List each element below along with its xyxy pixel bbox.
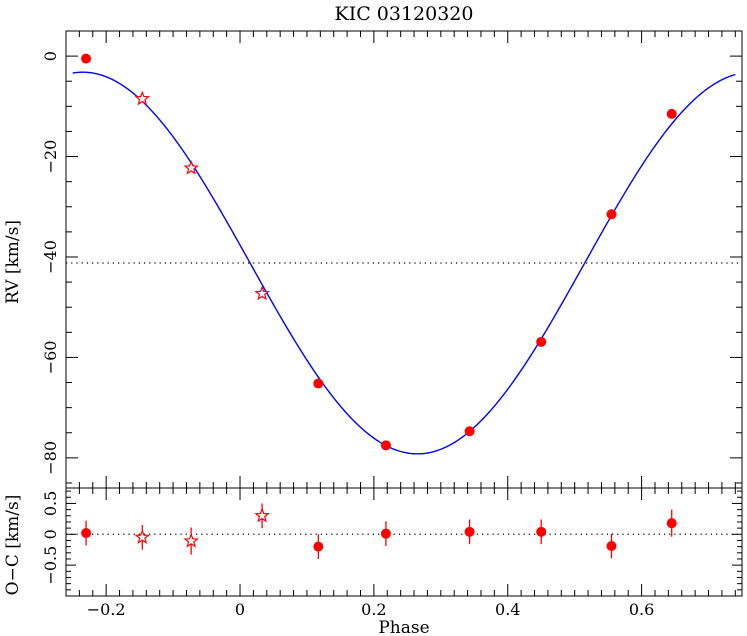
rv-point-circle bbox=[606, 209, 617, 220]
rv-point-star bbox=[134, 90, 151, 106]
oc-x-tick-label: 0.4 bbox=[495, 600, 520, 619]
oc-y-tick-label: 0 bbox=[41, 529, 60, 539]
oc-x-tick-label: 0.6 bbox=[629, 600, 654, 619]
rv-y-tick-label: 0 bbox=[41, 51, 60, 61]
rv-point-star bbox=[183, 159, 199, 175]
rv-point-circle bbox=[380, 440, 391, 451]
rv-y-tick-label: −80 bbox=[41, 441, 60, 475]
rv-point-circle bbox=[464, 426, 475, 437]
oc-point-circle bbox=[606, 541, 617, 552]
oc-point-circle bbox=[464, 526, 475, 537]
rv-axis-label: RV [km/s] bbox=[3, 220, 23, 304]
chart-layer: 0 −20 −40 −60 −80 −0.2 0 0.2 0.4 0.6 0.5 0 −0.5 bbox=[41, 30, 743, 619]
oc-point-circle bbox=[313, 541, 324, 552]
oc-x-tick-label: 0.2 bbox=[361, 600, 386, 619]
oc-point-star bbox=[183, 532, 199, 548]
rv-point-circle bbox=[81, 53, 92, 64]
oc-x-tick-label: 0 bbox=[235, 600, 245, 619]
oc-frame bbox=[65, 487, 743, 597]
oc-point-circle bbox=[666, 518, 677, 529]
oc-y-tick-label: −0.5 bbox=[41, 546, 60, 585]
oc-y-tick-label: 0.5 bbox=[41, 491, 60, 516]
rv-y-tick-label: −60 bbox=[41, 341, 60, 375]
rv-point-circle bbox=[313, 378, 324, 389]
oc-point-circle bbox=[380, 528, 391, 539]
oc-point-star bbox=[254, 507, 270, 523]
oc-point-star bbox=[134, 529, 151, 544]
rv-y-tick-label: −20 bbox=[41, 140, 60, 174]
oc-point-circle bbox=[81, 528, 92, 539]
oc-point-circle bbox=[536, 526, 547, 537]
phase-axis-label: Phase bbox=[378, 618, 429, 636]
rv-model-curve bbox=[72, 71, 736, 455]
rv-y-tick-label: −40 bbox=[41, 240, 60, 274]
rv-point-star bbox=[254, 285, 270, 301]
rv-point-circle bbox=[666, 108, 677, 119]
oc-x-tick-label: −0.2 bbox=[87, 600, 126, 619]
rv-frame bbox=[65, 30, 743, 489]
oc-axis-label: O−C [km/s] bbox=[3, 495, 23, 596]
chart-title: KIC 03120320 bbox=[335, 3, 474, 25]
rv-point-circle bbox=[536, 336, 547, 347]
